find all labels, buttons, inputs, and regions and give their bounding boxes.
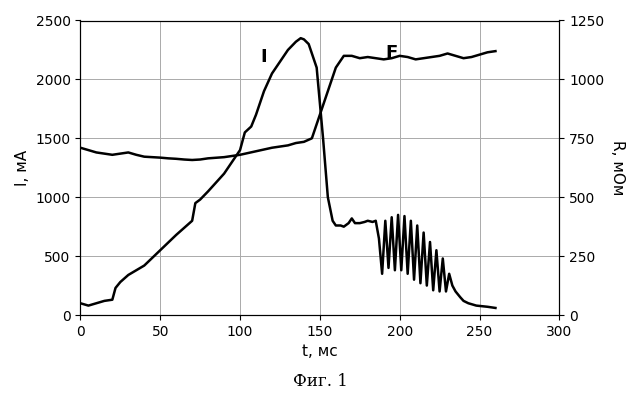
Text: I: I [260, 48, 268, 66]
Text: F: F [385, 44, 398, 62]
X-axis label: t, мс: t, мс [302, 344, 338, 359]
Y-axis label: I, мА: I, мА [15, 150, 30, 186]
Text: Фиг. 1: Фиг. 1 [292, 373, 348, 390]
Y-axis label: R, мОм: R, мОм [610, 140, 625, 195]
